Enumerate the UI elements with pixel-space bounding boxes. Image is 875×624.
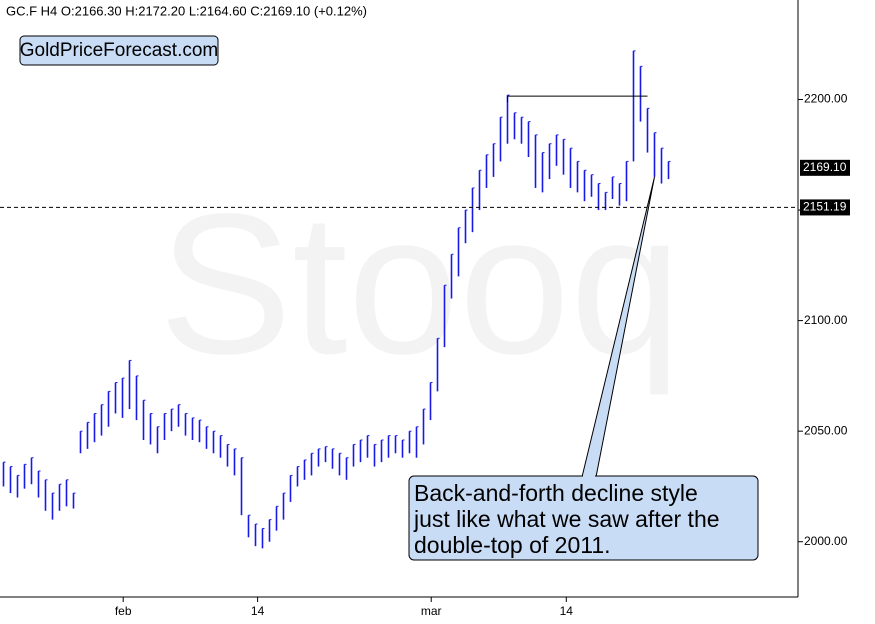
support-label-box <box>800 199 850 216</box>
last-price-box <box>800 159 850 176</box>
y-tick-label: 2100.00 <box>804 313 848 327</box>
x-tick-label: feb <box>115 604 132 618</box>
callout-text: Back-and-forth decline style <box>414 480 698 506</box>
x-tick-label: 14 <box>251 604 265 618</box>
support-label: 2151.19 <box>803 200 847 214</box>
logo: GoldPriceForecast.com <box>20 40 219 61</box>
watermark: Stooq <box>159 173 682 396</box>
logo-box <box>19 35 219 66</box>
y-tick-label: 2200.00 <box>804 92 848 106</box>
callout-text: double-top of 2011. <box>414 532 611 558</box>
callout-text: just like what we saw after the <box>413 506 720 532</box>
x-tick-label: 14 <box>560 604 574 618</box>
y-tick-label: 2050.00 <box>804 423 848 437</box>
callout-cover <box>583 475 595 478</box>
header: GC.F H4 O:2166.30 H:2172.20 L:2164.60 C:… <box>6 3 367 18</box>
y-tick-label: 2000.00 <box>804 534 848 548</box>
x-tick-label: mar <box>421 604 442 618</box>
last-price-label: 2169.10 <box>803 160 847 174</box>
